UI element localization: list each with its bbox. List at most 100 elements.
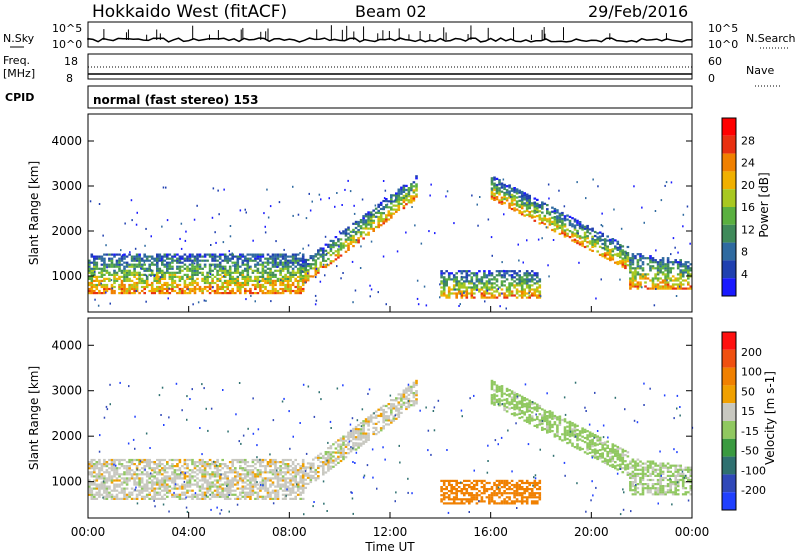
power-cell xyxy=(573,228,577,231)
velocity-cell xyxy=(548,420,552,423)
power-cell xyxy=(588,228,592,231)
power-cell xyxy=(291,259,295,262)
power-cell xyxy=(110,273,114,276)
power-cell xyxy=(213,263,217,266)
power-cell xyxy=(536,272,539,275)
velocity-cell xyxy=(254,479,257,482)
velocity-cell xyxy=(452,498,456,501)
velocity-cell xyxy=(223,473,227,476)
velocity-cell xyxy=(90,489,94,492)
power-cell xyxy=(123,287,126,291)
velocity-cell xyxy=(571,430,574,433)
velocity-cell xyxy=(520,479,524,482)
velocity-cell xyxy=(513,490,516,493)
power-cell xyxy=(641,263,645,266)
power-colorbar-label: Power [dB] xyxy=(757,172,771,237)
velocity-cell xyxy=(445,502,448,505)
velocity-cell xyxy=(357,442,360,445)
velocity-cell xyxy=(520,395,524,398)
power-cell xyxy=(281,263,285,266)
power-cell xyxy=(687,271,690,274)
power-cell xyxy=(234,281,237,285)
velocity-cell xyxy=(183,458,187,462)
power-cell xyxy=(133,275,136,278)
power-cell xyxy=(326,263,329,266)
power-cell xyxy=(120,271,124,274)
power-cell xyxy=(475,284,479,287)
power-cell xyxy=(354,226,358,230)
power-cell xyxy=(573,224,577,227)
velocity-cell xyxy=(578,432,582,435)
power-cell xyxy=(241,253,245,256)
velocity-cell xyxy=(538,479,542,482)
power-cell xyxy=(513,270,516,273)
power-cell xyxy=(125,292,129,295)
velocity-cell xyxy=(568,441,572,444)
velocity-cell xyxy=(130,497,134,500)
power-cell xyxy=(98,283,101,287)
velocity-cell xyxy=(123,465,126,468)
velocity-cell xyxy=(108,495,111,498)
power-cell xyxy=(354,289,357,292)
power-cell xyxy=(150,269,154,272)
power-cell xyxy=(181,275,184,278)
power-cell xyxy=(455,284,458,287)
power-cell xyxy=(145,300,147,303)
power-cell xyxy=(634,275,637,278)
power-cell xyxy=(619,262,622,265)
velocity-cell xyxy=(314,456,318,459)
power-cell xyxy=(284,255,287,258)
velocity-cell xyxy=(332,459,335,462)
power-cell xyxy=(503,197,506,201)
power-cell xyxy=(377,215,380,219)
power-cell xyxy=(447,296,451,299)
power-cell xyxy=(372,215,375,218)
velocity-cell xyxy=(505,410,509,413)
power-cell xyxy=(95,283,99,287)
velocity-cell xyxy=(299,497,302,500)
velocity-cell xyxy=(223,465,227,468)
velocity-cell xyxy=(130,469,134,472)
velocity-cell xyxy=(231,463,234,466)
velocity-cell xyxy=(362,424,365,427)
power-cell xyxy=(176,261,179,264)
colorbar-tick-label: 20 xyxy=(741,179,755,192)
power-cell xyxy=(502,178,505,181)
power-cell xyxy=(304,275,307,278)
power-cell xyxy=(530,288,534,291)
power-cell xyxy=(659,271,662,274)
power-cell xyxy=(490,294,494,297)
velocity-cell xyxy=(538,496,542,499)
power-cell xyxy=(315,299,318,302)
velocity-cell xyxy=(498,387,501,391)
velocity-cell xyxy=(153,497,156,500)
power-cell xyxy=(470,296,474,299)
velocity-cell xyxy=(143,465,146,468)
velocity-cell xyxy=(304,468,307,471)
power-cell xyxy=(246,271,250,274)
velocity-cell xyxy=(488,498,491,501)
velocity-cell xyxy=(266,479,270,482)
velocity-cell xyxy=(123,467,126,470)
velocity-cell xyxy=(103,497,106,500)
power-cell xyxy=(269,283,272,287)
velocity-cell xyxy=(299,485,302,488)
power-cell xyxy=(193,273,197,276)
power-cell xyxy=(385,216,388,219)
velocity-cell xyxy=(218,463,222,466)
velocity-cell xyxy=(236,471,240,474)
power-cell xyxy=(193,289,197,293)
power-cell xyxy=(314,259,318,262)
velocity-cell xyxy=(213,467,217,470)
power-cell xyxy=(493,294,496,297)
velocity-cell xyxy=(271,491,275,494)
velocity-cell xyxy=(181,497,184,500)
velocity-cell xyxy=(553,433,557,436)
power-cell xyxy=(586,231,589,234)
power-cell xyxy=(503,276,506,279)
velocity-cell xyxy=(203,463,207,466)
velocity-cell xyxy=(266,465,270,468)
power-cell xyxy=(397,208,401,211)
power-cell xyxy=(259,255,262,258)
velocity-cell xyxy=(88,461,91,464)
